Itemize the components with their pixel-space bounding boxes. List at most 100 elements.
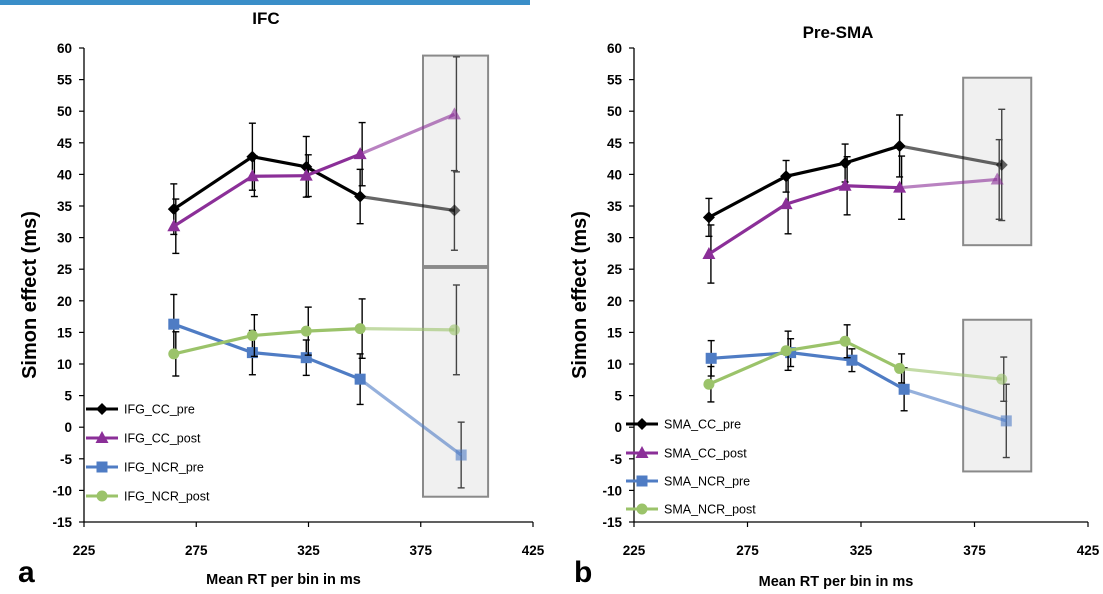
chart-svg-b: -15 -10 -5 0 5 10 15 20 25 30 35 40 45 50 55 60 225 275 32… <box>569 23 1100 590</box>
y-tick-label: 40 <box>607 167 622 182</box>
data-point-square <box>1000 415 1012 427</box>
legend-label: IFG_CC_pre <box>124 403 195 417</box>
top-accent-line <box>0 0 530 5</box>
data-point-triangle <box>779 197 793 210</box>
highlight-box <box>421 266 490 498</box>
legend-label: IFG_CC_post <box>124 432 201 446</box>
data-point-circle <box>636 503 648 515</box>
data-point-diamond <box>893 139 906 152</box>
y-tick-label: 30 <box>607 231 622 246</box>
legend-label: SMA_CC_pre <box>664 418 741 432</box>
data-point-diamond <box>448 204 461 217</box>
data-point-circle <box>168 348 180 360</box>
y-tick-label: 10 <box>57 357 72 372</box>
y-tick-label: -5 <box>60 452 72 467</box>
series-line-segment <box>708 174 787 219</box>
series-line-segment <box>305 356 361 381</box>
y-tick-label: -5 <box>610 452 622 467</box>
x-tick-label: 325 <box>850 543 873 558</box>
data-point-square <box>898 383 910 395</box>
series-line-segment <box>790 351 853 362</box>
data-point-diamond <box>636 418 648 430</box>
x-tick-label: 225 <box>623 543 646 558</box>
data-point-square <box>455 449 467 461</box>
y-tick-label: 20 <box>607 294 622 309</box>
y-tick-label: -10 <box>52 483 72 498</box>
data-point-triangle <box>635 446 649 458</box>
x-tick-label: 325 <box>297 543 320 558</box>
x-axis-label: Mean RT per bin in ms <box>206 572 361 588</box>
chart-title: IFC <box>252 9 279 28</box>
series-line-segment <box>785 161 846 178</box>
series-line-segment <box>359 377 463 457</box>
series-line-segment <box>173 322 253 355</box>
y-tick-label: -15 <box>602 515 622 530</box>
x-axis-label: Mean RT per bin in ms <box>759 574 914 590</box>
panel-letter-b: b <box>574 556 593 589</box>
data-point-triangle <box>702 247 716 260</box>
y-tick-label: 20 <box>57 294 72 309</box>
data-point-square <box>168 318 180 330</box>
series-line-segment <box>359 194 455 213</box>
series-line-segment <box>845 184 900 190</box>
series-line-segment <box>851 358 905 391</box>
y-tick-label: 10 <box>607 357 622 372</box>
data-point-circle <box>96 490 108 502</box>
y-tick-label: 30 <box>57 231 72 246</box>
x-tick-label: 375 <box>963 543 986 558</box>
series-line-segment <box>785 184 846 206</box>
series-line-segment <box>899 366 1002 381</box>
data-point-circle <box>996 373 1008 385</box>
y-tick-label: 15 <box>57 325 73 340</box>
data-point-circle <box>246 330 258 342</box>
series-line-segment <box>172 174 254 228</box>
y-tick-label: 45 <box>607 136 623 151</box>
highlight-box <box>962 76 1033 247</box>
data-point-diamond <box>354 190 367 203</box>
y-tick-label: 0 <box>614 420 622 435</box>
data-point-diamond <box>96 403 108 415</box>
highlight-box <box>962 318 1033 473</box>
y-tick-label: 15 <box>607 325 623 340</box>
legend-label: IFG_NCR_post <box>124 490 210 504</box>
data-point-diamond <box>702 211 715 224</box>
legend-label: SMA_CC_post <box>664 447 747 461</box>
panel-letter-a: a <box>18 556 35 589</box>
series-line-segment <box>252 155 307 169</box>
series-line-segment <box>844 144 901 165</box>
y-tick-label: 40 <box>57 167 72 182</box>
series-line-segment <box>844 339 901 370</box>
series-line-segment <box>708 202 787 256</box>
data-point-square <box>96 461 108 473</box>
x-tick-label: 425 <box>522 543 545 558</box>
series-line-segment <box>360 327 455 332</box>
x-tick-label: 375 <box>409 543 432 558</box>
data-point-square <box>636 475 648 487</box>
series-line-segment <box>903 387 1007 423</box>
data-point-square <box>246 347 258 359</box>
data-point-triangle <box>299 168 313 181</box>
y-tick-label: 60 <box>57 41 72 56</box>
data-point-triangle <box>838 178 852 191</box>
chart-panel-a: -15 -10 -5 0 5 10 15 20 25 30 35 40 45 50 55 60 225 275 32… <box>0 0 551 594</box>
data-point-circle <box>354 323 366 335</box>
data-point-triangle <box>990 172 1004 185</box>
series-line-segment <box>306 327 361 333</box>
data-point-diamond <box>167 203 180 216</box>
y-tick-label: 25 <box>607 262 623 277</box>
data-point-circle <box>894 362 906 374</box>
data-point-triangle <box>353 147 367 160</box>
series-line-segment <box>305 152 361 178</box>
data-point-triangle <box>447 107 461 120</box>
y-tick-label: 50 <box>607 104 622 119</box>
y-tick-label: 35 <box>607 199 623 214</box>
chart-title: Pre-SMA <box>803 23 874 42</box>
series-line-segment <box>252 329 307 338</box>
y-axis-label: Simon effect (ms) <box>569 211 591 379</box>
data-point-square <box>705 352 717 364</box>
series-line-segment <box>899 144 1003 167</box>
series-line-segment <box>708 349 787 386</box>
y-tick-label: 55 <box>57 73 73 88</box>
y-axis-label: Simon effect (ms) <box>19 211 41 379</box>
series-line-segment <box>252 351 307 360</box>
